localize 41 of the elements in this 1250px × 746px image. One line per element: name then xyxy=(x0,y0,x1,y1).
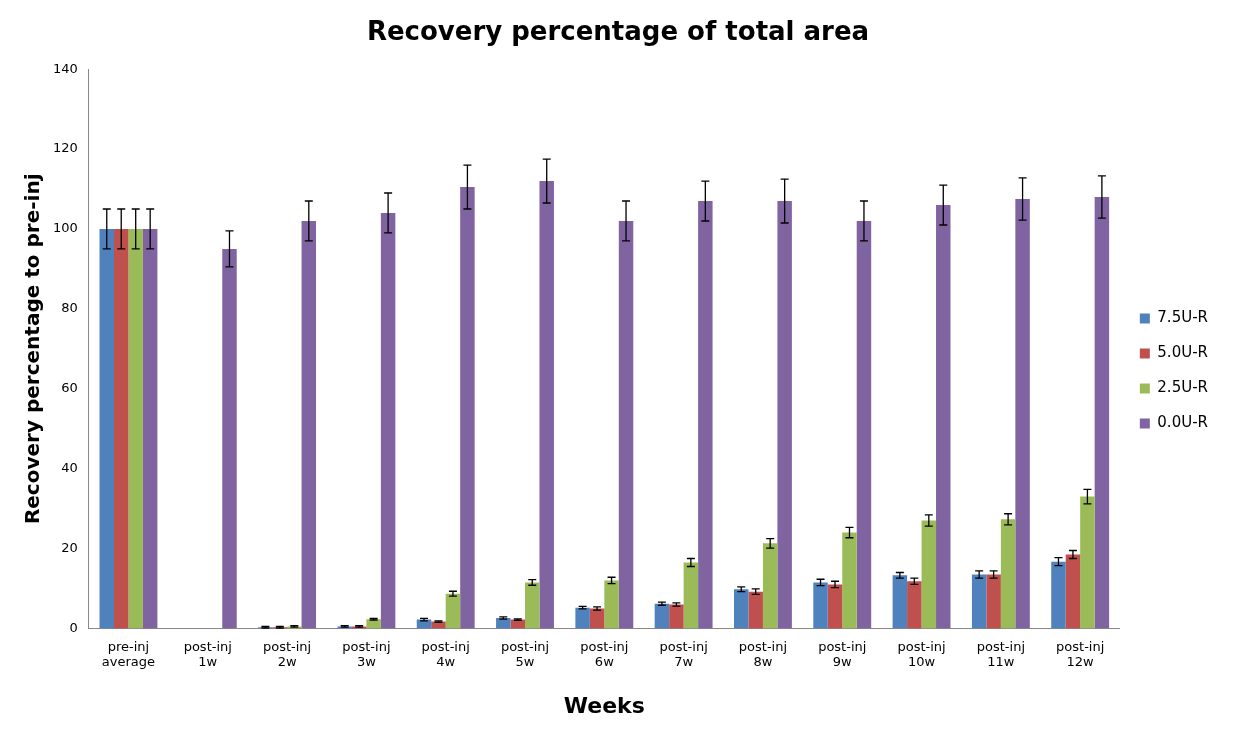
category-label: 8w xyxy=(753,654,773,670)
category-label: post-inj xyxy=(421,638,470,654)
y-tick-label: 140 xyxy=(52,60,78,76)
category-label: 1w xyxy=(198,654,218,670)
y-tick-label: 120 xyxy=(52,140,78,156)
y-tick-label: 60 xyxy=(61,380,78,396)
y-tick-label: 0 xyxy=(69,619,78,635)
category-label: 10w xyxy=(907,654,936,670)
category-label: 6w xyxy=(594,654,614,670)
category-label: 5w xyxy=(515,654,535,670)
y-axis-title: Recovery percentage to pre-inj xyxy=(20,173,45,525)
category-label: average xyxy=(101,654,156,670)
y-tick-label: 80 xyxy=(61,300,78,316)
chart-title: Recovery percentage of total area xyxy=(366,16,870,47)
category-label: post-inj xyxy=(659,638,708,654)
category-label: post-inj xyxy=(342,638,391,654)
y-tick-label: 100 xyxy=(52,220,78,236)
legend-label: 2.5U-R xyxy=(1157,378,1208,397)
x-axis-title: Weeks xyxy=(563,692,645,718)
category-label: 9w xyxy=(832,654,852,670)
category-label: post-inj xyxy=(897,638,946,654)
legend-label: 5.0U-R xyxy=(1157,343,1208,362)
category-label: 11w xyxy=(987,654,1015,670)
category-label: post-inj xyxy=(818,638,867,654)
category-label: post-inj xyxy=(976,638,1025,654)
category-label: post-inj xyxy=(738,638,788,654)
legend-label: 7.5U-R xyxy=(1157,308,1208,327)
category-label: 12w xyxy=(1066,654,1094,670)
legend-label: 0.0U-R xyxy=(1157,413,1208,432)
category-label: post-inj xyxy=(1056,638,1105,654)
category-label: 7w xyxy=(674,654,694,670)
category-label: post-inj xyxy=(262,638,312,654)
category-label: pre-inj xyxy=(107,638,150,654)
category-label: post-inj xyxy=(580,638,629,654)
category-label: post-inj xyxy=(500,638,550,654)
y-tick-label: 20 xyxy=(61,539,78,555)
category-label: 2w xyxy=(277,654,297,670)
category-label: 4w xyxy=(436,654,456,670)
y-tick-label: 40 xyxy=(61,460,78,475)
category-label: 3w xyxy=(356,654,376,670)
category-label: post-inj xyxy=(183,638,232,654)
